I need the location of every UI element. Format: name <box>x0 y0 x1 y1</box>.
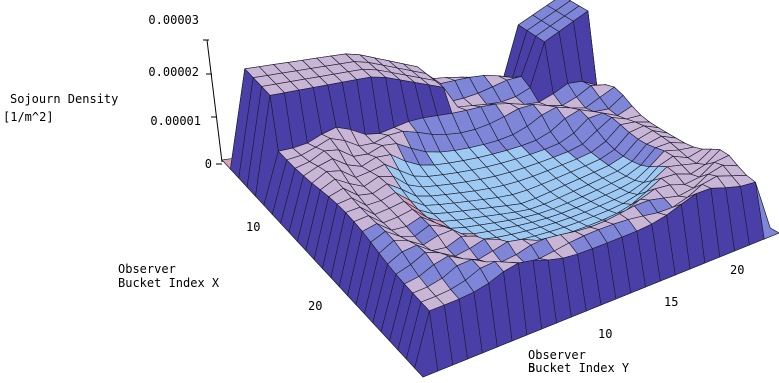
x-tick-label: 10 <box>246 220 260 234</box>
y-tick-label: 20 <box>730 263 744 277</box>
z-axis-line <box>206 39 223 163</box>
z-axis-label-line1: Sojourn Density <box>10 92 118 106</box>
z-tick-label: 0.00001 <box>150 114 201 128</box>
y-tick-label: 10 <box>598 327 612 341</box>
z-axis-label-line2: [1/m^2] <box>3 110 54 124</box>
surface-mesh <box>221 0 779 378</box>
x-tick-label: 20 <box>308 299 322 313</box>
x-axis-label-line2: Bucket Index X <box>118 276 220 290</box>
z-tick-label: 0 <box>205 157 212 171</box>
x-axis-label-line1: Observer <box>118 262 176 276</box>
z-tick-label: 0.00003 <box>148 13 199 27</box>
z-tick-label: 0.00002 <box>148 65 199 79</box>
surface-cell <box>414 310 439 378</box>
y-tick-label: 15 <box>664 295 678 309</box>
y-axis-label-line1: Observer <box>528 348 586 362</box>
y-axis-label-line2: Bucket Index Y <box>528 361 630 375</box>
y-tick-label: 5 <box>528 361 535 375</box>
